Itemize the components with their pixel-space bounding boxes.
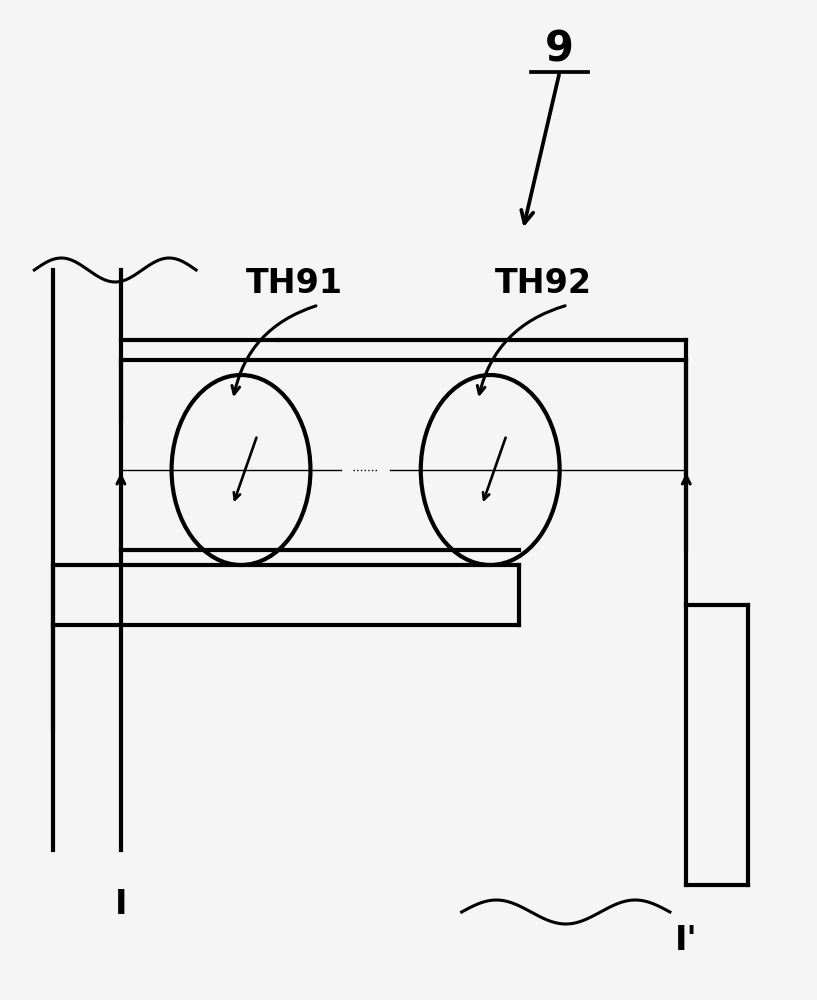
Text: I': I' xyxy=(675,924,698,956)
Text: I: I xyxy=(114,888,127,922)
Text: 9: 9 xyxy=(545,29,574,71)
Text: TH91: TH91 xyxy=(246,267,342,300)
Text: TH92: TH92 xyxy=(495,267,592,300)
